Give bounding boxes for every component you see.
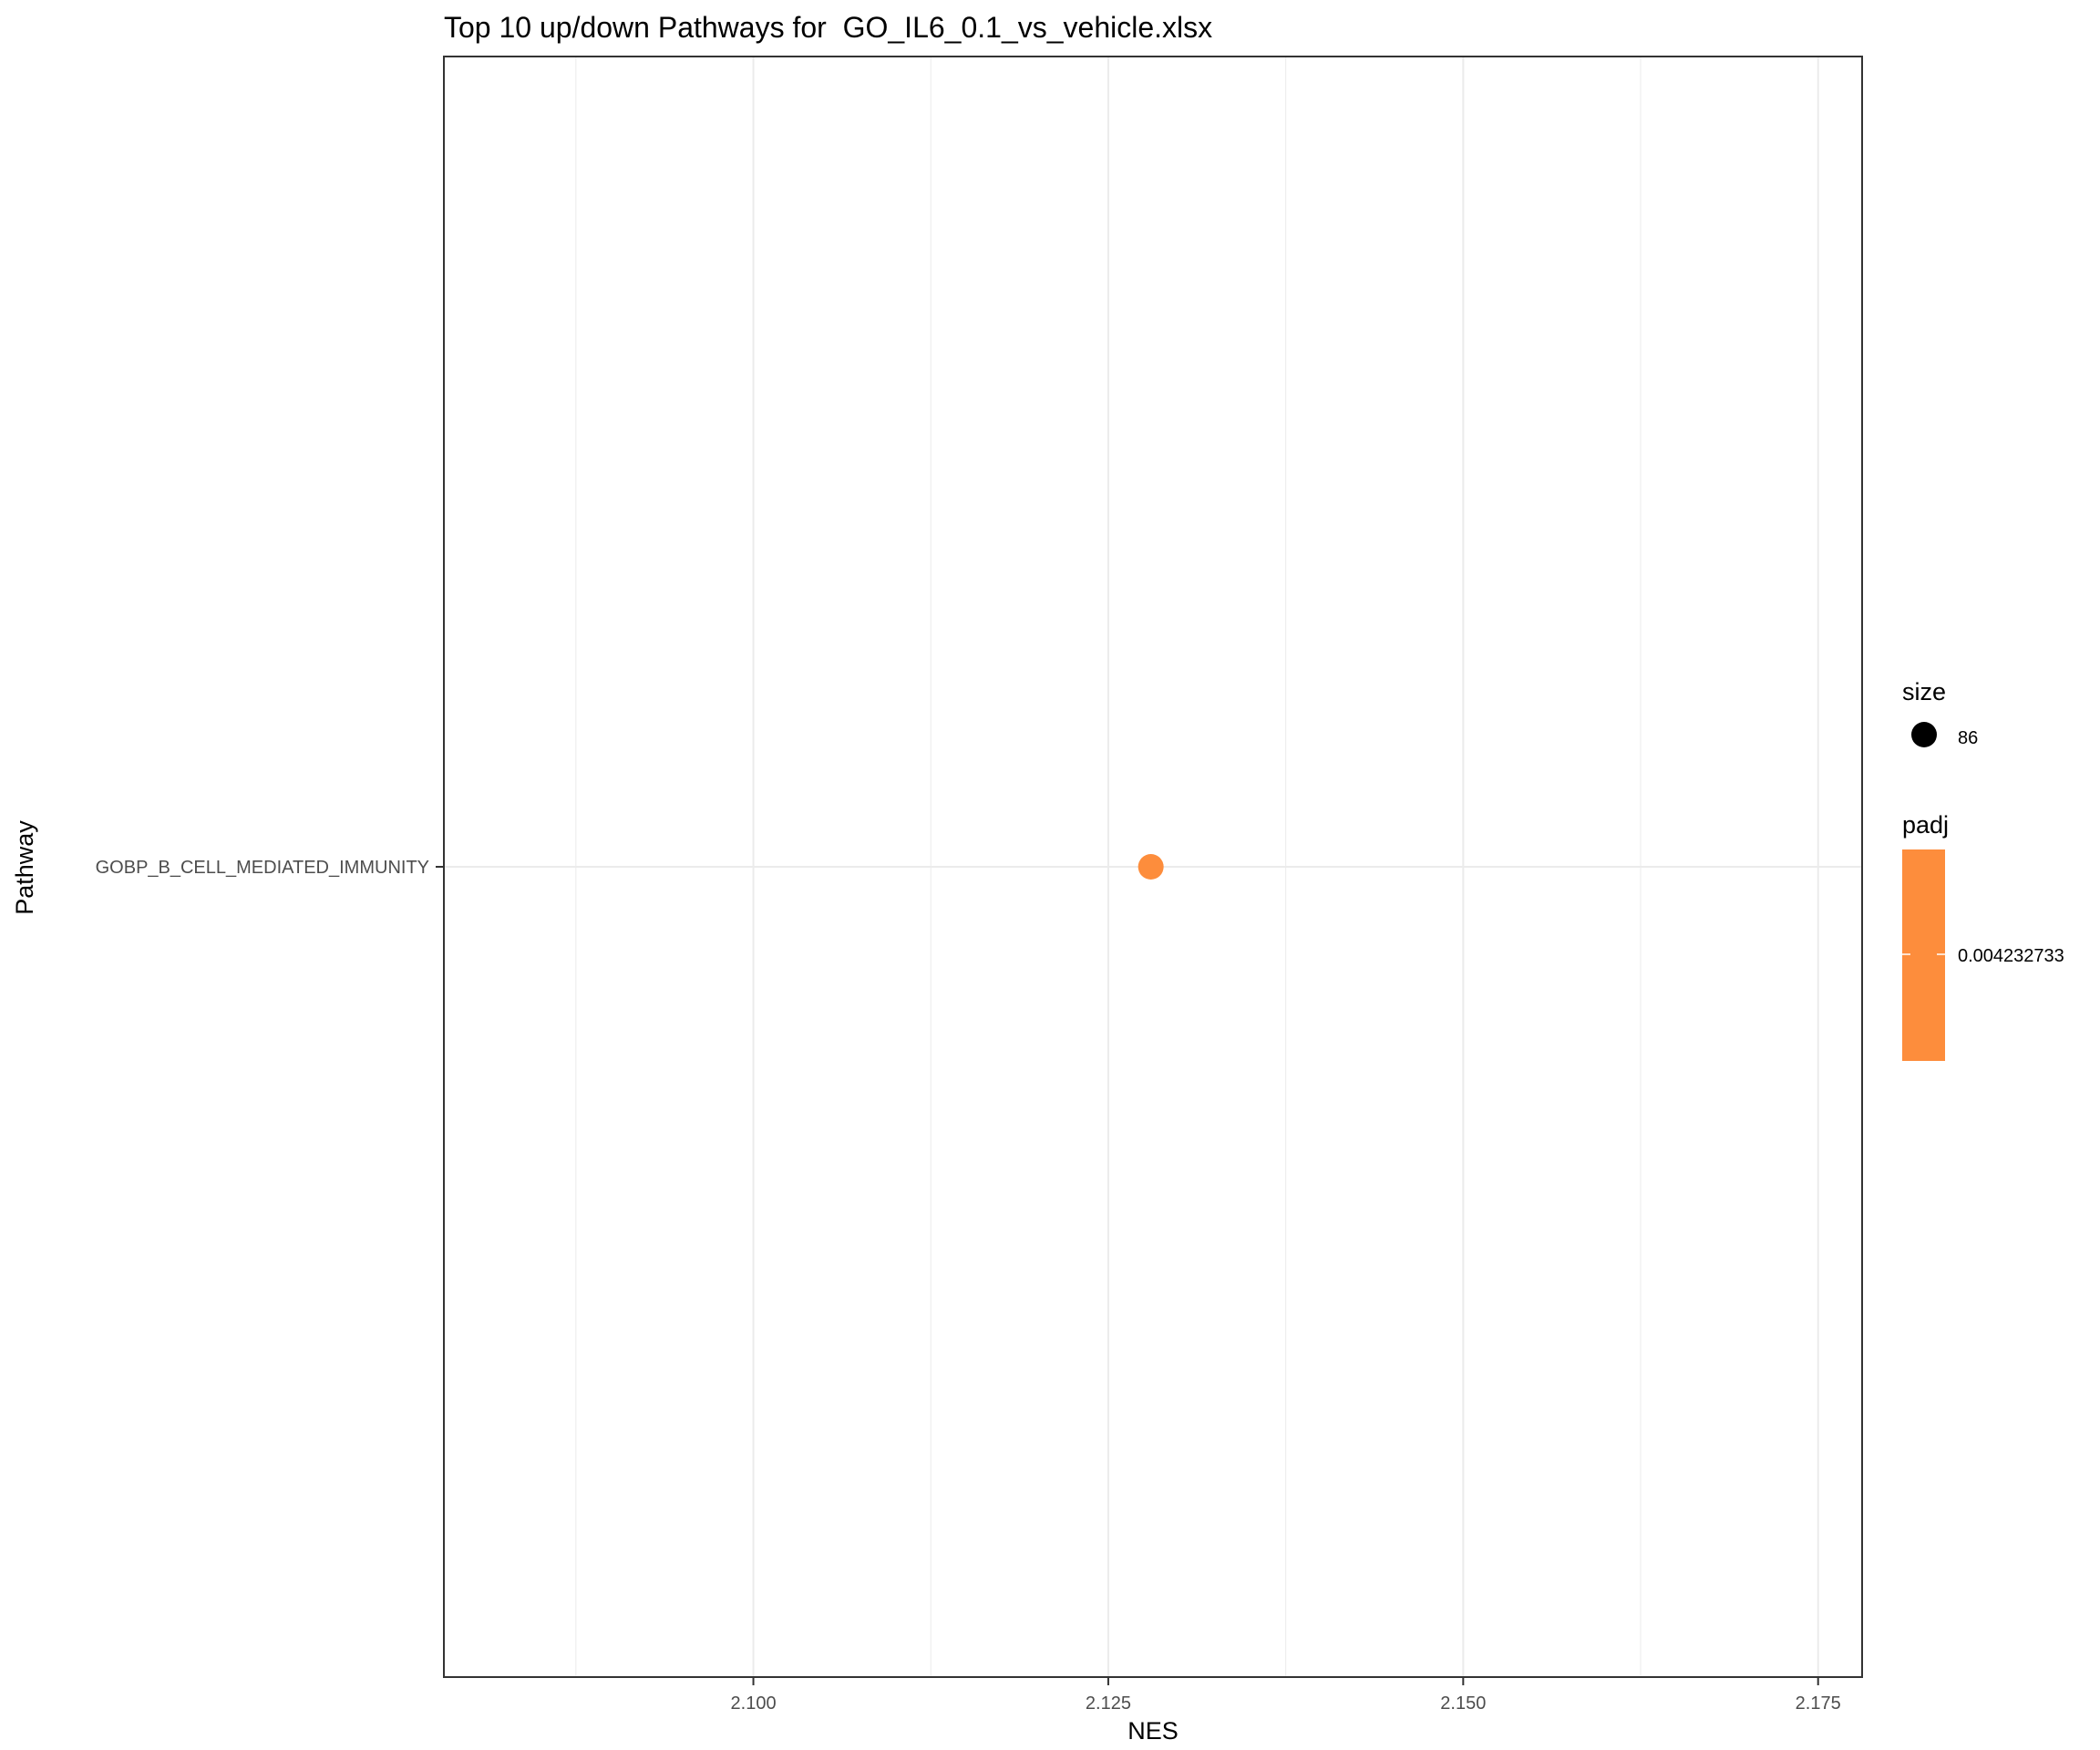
padj-colorbar	[1902, 849, 1945, 1061]
size-legend-key	[1911, 722, 1937, 747]
x-axis-title: NES	[1127, 1717, 1179, 1745]
data-point	[1138, 854, 1164, 880]
size-legend-label: 86	[1958, 728, 1978, 748]
x-tick-label: 2.125	[1086, 1693, 1131, 1714]
size-legend-title: size	[1902, 678, 1946, 705]
legend: size 86 padj 0.004232733	[1902, 678, 2064, 1061]
padj-legend-label: 0.004232733	[1958, 946, 2064, 966]
y-axis-title: Pathway	[11, 820, 38, 915]
padj-legend-title: padj	[1902, 811, 1949, 839]
x-tick-label: 2.175	[1796, 1693, 1841, 1714]
x-tick-label: 2.100	[731, 1693, 777, 1714]
y-tick-label: GOBP_B_CELL_MEDIATED_IMMUNITY	[96, 858, 429, 878]
x-tick-label: 2.150	[1440, 1693, 1486, 1714]
data-points	[1138, 854, 1164, 880]
chart-title: Top 10 up/down Pathways for GO_IL6_0.1_v…	[444, 11, 1212, 44]
axes: 2.100 2.125 2.150 2.175 GOBP_B_CELL_MEDIATED…	[96, 858, 1841, 1714]
